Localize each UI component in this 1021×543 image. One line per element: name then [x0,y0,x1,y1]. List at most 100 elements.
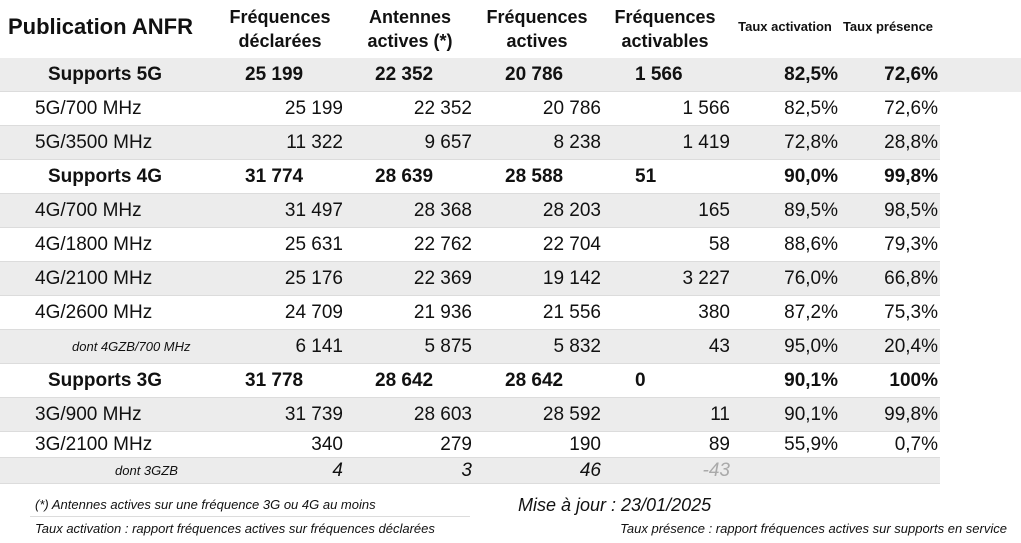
cell: 4 [332,460,343,481]
cell: 82,5% [784,64,838,85]
row-label: 3G/900 MHz [35,404,142,425]
row-border [0,261,940,262]
cell: 1 566 [682,98,730,119]
cell: 95,0% [784,336,838,357]
cell: 8 238 [553,132,601,153]
cell: 99,8% [884,166,938,187]
cell: 90,1% [784,370,838,391]
row-border [0,227,940,228]
cell: 279 [440,434,472,455]
cell: 28 639 [375,166,434,187]
row-background [0,458,940,484]
cell: 31 778 [245,370,304,391]
cell: 21 936 [413,302,472,323]
cell: 98,5% [884,200,938,221]
cell: 31 774 [245,166,304,187]
cell: 31 739 [284,404,343,425]
cell: 89 [708,434,730,455]
cell: 11 [710,404,730,425]
cell: 28 368 [413,200,472,221]
column-header: Taux présence [842,19,934,34]
cell: 28 588 [505,166,564,187]
cell: 1 566 [635,64,683,85]
cell: 28,8% [884,132,938,153]
row-border [0,483,940,484]
cell: 19 142 [542,268,601,289]
row-border [0,329,940,330]
cell: 43 [708,336,730,357]
title: Publication ANFR [8,14,193,39]
column-header: Fréquences [486,7,588,27]
row-label: Supports 5G [48,64,163,85]
cell: 6 141 [295,336,343,357]
row-border [0,457,940,458]
cell: 20,4% [884,336,938,357]
cell: 66,8% [884,268,938,289]
cell: 3 227 [682,268,730,289]
cell: 99,8% [884,404,938,425]
cell: 31 497 [284,200,343,221]
cell: 20 786 [542,98,601,119]
row-border [0,295,940,296]
column-header: Antennes [368,7,452,27]
cell: 1 419 [682,132,730,153]
row-background [0,126,940,160]
column-header: actives [506,31,568,51]
row-border [0,397,940,398]
cell: 22 704 [542,234,601,255]
cell: 25 199 [284,98,343,119]
cell: 24 709 [284,302,343,323]
cell: 79,3% [884,234,938,255]
cell: 0 [635,370,646,391]
cell: 28 642 [505,370,564,391]
row-border [0,363,940,364]
cell: 20 786 [505,64,564,85]
cell: 72,6% [884,64,938,85]
cell: 22 352 [375,64,434,85]
cell: 89,5% [784,200,838,221]
cell: 165 [698,200,730,221]
row-label: 4G/2600 MHz [35,302,153,323]
cell: 28 203 [542,200,601,221]
cell: 28 592 [542,404,601,425]
cell: 100% [889,370,938,391]
row-label: dont 4GZB/700 MHz [72,339,191,354]
row-label: 4G/700 MHz [35,200,142,221]
cell: 21 556 [542,302,601,323]
cell: 22 352 [413,98,472,119]
update-date: Mise à jour : 23/01/2025 [518,495,712,515]
cell: 25 199 [245,64,304,85]
separator [30,516,470,517]
cell: 72,8% [784,132,838,153]
cell: 380 [698,302,730,323]
row-background [0,262,940,296]
footnote: Taux activation : rapport fréquences act… [35,521,435,536]
cell: 340 [311,434,343,455]
footnote: (*) Antennes actives sur une fréquence 3… [35,497,376,512]
cell: 9 657 [424,132,472,153]
row-label: 4G/2100 MHz [35,268,153,289]
cell: 28 642 [375,370,434,391]
column-header: déclarées [238,31,322,51]
row-label: Supports 3G [48,370,163,391]
cell: 3 [461,460,472,481]
row-label: 5G/3500 MHz [35,132,153,153]
cell: -43 [702,460,730,481]
row-label: Supports 4G [48,166,163,187]
cell: 87,2% [784,302,838,323]
row-border [0,91,940,92]
cell: 82,5% [784,98,838,119]
cell: 90,1% [784,404,838,425]
row-background [0,58,1021,92]
row-label: 3G/2100 MHz [35,434,153,455]
column-header: actives (*) [367,31,453,51]
cell: 0,7% [894,434,938,455]
row-label: 5G/700 MHz [35,98,142,119]
cell: 25 631 [284,234,343,255]
row-border [0,193,940,194]
cell: 88,6% [784,234,838,255]
cell: 90,0% [784,166,838,187]
cell: 75,3% [884,302,938,323]
footnote: Taux présence : rapport fréquences activ… [620,521,1007,536]
cell: 55,9% [784,434,838,455]
